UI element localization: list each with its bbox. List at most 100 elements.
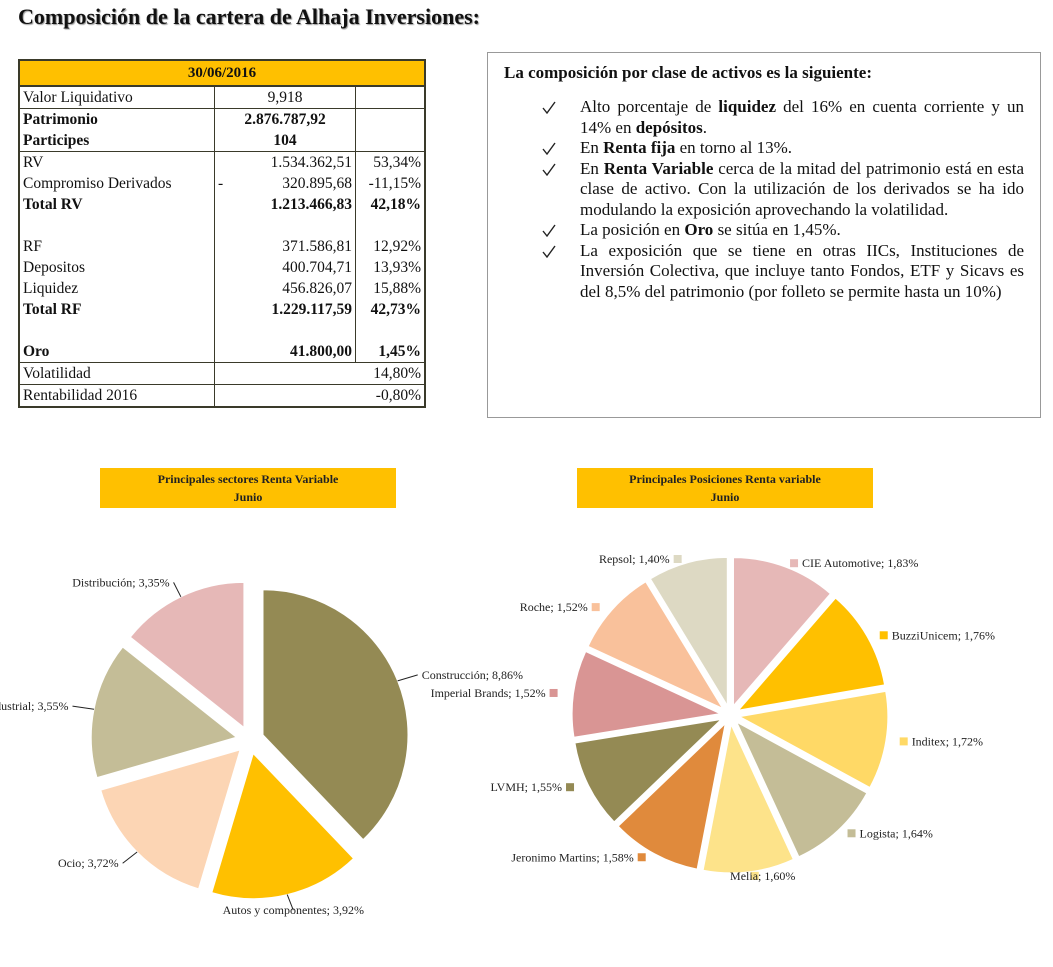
pie-slice bbox=[262, 589, 409, 841]
table-row: Total RF 1.229.117,59 42,73% bbox=[19, 299, 425, 320]
row-label: Depositos bbox=[23, 259, 85, 276]
row-percent: -11,15% bbox=[355, 173, 425, 194]
label-value: 1,64% bbox=[902, 826, 933, 840]
row-percent: 13,93% bbox=[355, 257, 425, 278]
data-label: Repsol; 1,40% bbox=[599, 552, 670, 566]
label-separator: ; bbox=[632, 552, 638, 566]
check-mark bbox=[542, 142, 556, 155]
chart-title: Principales sectores Renta Variable bbox=[158, 472, 339, 486]
bullet-text: cerca de la mitad del patrimonio está en… bbox=[580, 158, 1024, 219]
table-header: 30/06/2016 bbox=[19, 60, 425, 87]
label-category: CIE Automotive bbox=[802, 556, 881, 570]
amount-value: 1.534.362,51 bbox=[270, 154, 352, 171]
pie-slice bbox=[574, 718, 723, 823]
chart-subtitle: Junio bbox=[711, 490, 740, 504]
row-label: Total RF bbox=[23, 301, 82, 318]
table-row: Patrimonio 2.876.787,92 bbox=[19, 108, 425, 130]
label-separator: ; bbox=[486, 668, 492, 682]
bullet-item: La exposición que se tiene en otras IICs… bbox=[542, 241, 1024, 303]
table-row: RF 371.586,81 12,92% bbox=[19, 236, 425, 257]
chart-title-box bbox=[577, 468, 873, 508]
label-category: Imperial Brands bbox=[431, 686, 509, 700]
legend-key bbox=[566, 783, 575, 792]
bullet-text: En bbox=[580, 138, 604, 157]
label-category: Ocio bbox=[58, 856, 81, 870]
row-label: Oro bbox=[23, 343, 50, 360]
portfolio-table: 30/06/2016 Valor Liquidativo 9,918 Patrimon… bbox=[18, 59, 426, 408]
row-amount: 371.586,81 bbox=[214, 236, 356, 257]
row-label: Compromiso Derivados bbox=[23, 175, 172, 192]
amount-sign: - bbox=[218, 175, 224, 192]
row-amount: 9,918 bbox=[214, 85, 356, 109]
label-separator: ; bbox=[896, 826, 902, 840]
leader-line bbox=[397, 674, 418, 682]
label-separator: ; bbox=[758, 869, 764, 883]
label-separator: ; bbox=[550, 600, 556, 614]
label-category: Construcción bbox=[422, 668, 486, 682]
label-category: Industrial bbox=[0, 699, 32, 713]
row-label: Total RV bbox=[23, 196, 83, 213]
check-mark bbox=[542, 245, 556, 258]
label-separator: ; bbox=[525, 780, 531, 794]
table-row: Valor Liquidativo 9,918 bbox=[19, 85, 425, 109]
amount-value: 2.876.787,92 bbox=[244, 111, 326, 128]
data-label: Melia; 1,60% bbox=[730, 869, 795, 883]
table-row: Volatilidad 14,80% bbox=[19, 362, 425, 385]
legend-key bbox=[847, 829, 856, 838]
amount-value: 41.800,00 bbox=[290, 343, 352, 360]
bullet-item: La posición en Oro se sitúa en 1,45%. bbox=[542, 220, 1024, 241]
chart-title-box bbox=[100, 468, 396, 508]
row-percent: 53,34% bbox=[355, 151, 425, 173]
bullet-text: del 16% en cuenta corriente y un 14% en bbox=[580, 97, 1024, 137]
data-label: Inditex; 1,72% bbox=[912, 734, 983, 748]
row-amount: 400.704,71 bbox=[214, 257, 356, 278]
bullet-text: . bbox=[702, 117, 708, 137]
table-row bbox=[19, 320, 425, 341]
row-label: RV bbox=[19, 151, 215, 173]
leader-line bbox=[72, 705, 95, 710]
check-icon bbox=[542, 142, 556, 155]
row-amount bbox=[214, 215, 356, 236]
bullet-item: Alto porcentaje de liquidez del 16% en c… bbox=[542, 97, 1024, 138]
data-label: Distribución; 3,35% bbox=[72, 575, 169, 589]
legend-key bbox=[790, 559, 799, 568]
summary-box: La composición por clase de activos es l… bbox=[487, 52, 1041, 418]
label-value: 3,55% bbox=[37, 699, 68, 713]
table-row: Rentabilidad 2016 -0,80% bbox=[19, 384, 425, 407]
label-value: 8,86% bbox=[492, 668, 523, 682]
page-title: Composición de la cartera de Alhaja Inve… bbox=[18, 4, 480, 29]
bullet-text: en torno al 13%. bbox=[675, 138, 792, 157]
row-percent: -0,80% bbox=[214, 384, 425, 407]
label-separator: ; bbox=[31, 699, 37, 713]
chart-subtitle: Junio bbox=[234, 490, 263, 504]
bullet-text: La exposición que se tiene en otras IICs… bbox=[580, 240, 1024, 301]
row-amount: 1.213.466,83 bbox=[214, 194, 356, 215]
table-row: Liquidez 456.826,07 15,88% bbox=[19, 278, 425, 299]
label-value: 1,72% bbox=[952, 734, 983, 748]
label-value: 1,52% bbox=[557, 600, 588, 614]
check-icon bbox=[542, 224, 556, 237]
row-percent: 14,80% bbox=[214, 362, 425, 385]
row-amount: 1.229.117,59 bbox=[214, 299, 356, 320]
bullet-text: liquidez bbox=[718, 97, 777, 116]
data-label: CIE Automotive; 1,83% bbox=[802, 556, 918, 570]
data-label: Construcción; 8,86% bbox=[422, 668, 523, 682]
label-value: 3,72% bbox=[88, 856, 119, 870]
label-value: 1,60% bbox=[764, 869, 795, 883]
label-separator: ; bbox=[881, 556, 887, 570]
leader-line bbox=[122, 851, 138, 864]
row-amount: 456.826,07 bbox=[214, 278, 356, 299]
label-separator: ; bbox=[596, 850, 602, 864]
amount-value: 1.213.466,83 bbox=[270, 196, 352, 213]
leader-line bbox=[286, 894, 294, 911]
table-row: RV 1.534.362,51 53,34% bbox=[19, 151, 425, 173]
data-label: Imperial Brands; 1,52% bbox=[431, 686, 546, 700]
label-value: 1,55% bbox=[531, 780, 562, 794]
row-label bbox=[19, 215, 215, 236]
bullet-text: Oro bbox=[684, 220, 714, 239]
pie-slice bbox=[90, 646, 238, 779]
amount-value: 320.895,68 bbox=[282, 175, 352, 192]
label-separator: ; bbox=[958, 628, 964, 642]
row-percent bbox=[355, 108, 425, 130]
check-mark bbox=[542, 163, 556, 176]
